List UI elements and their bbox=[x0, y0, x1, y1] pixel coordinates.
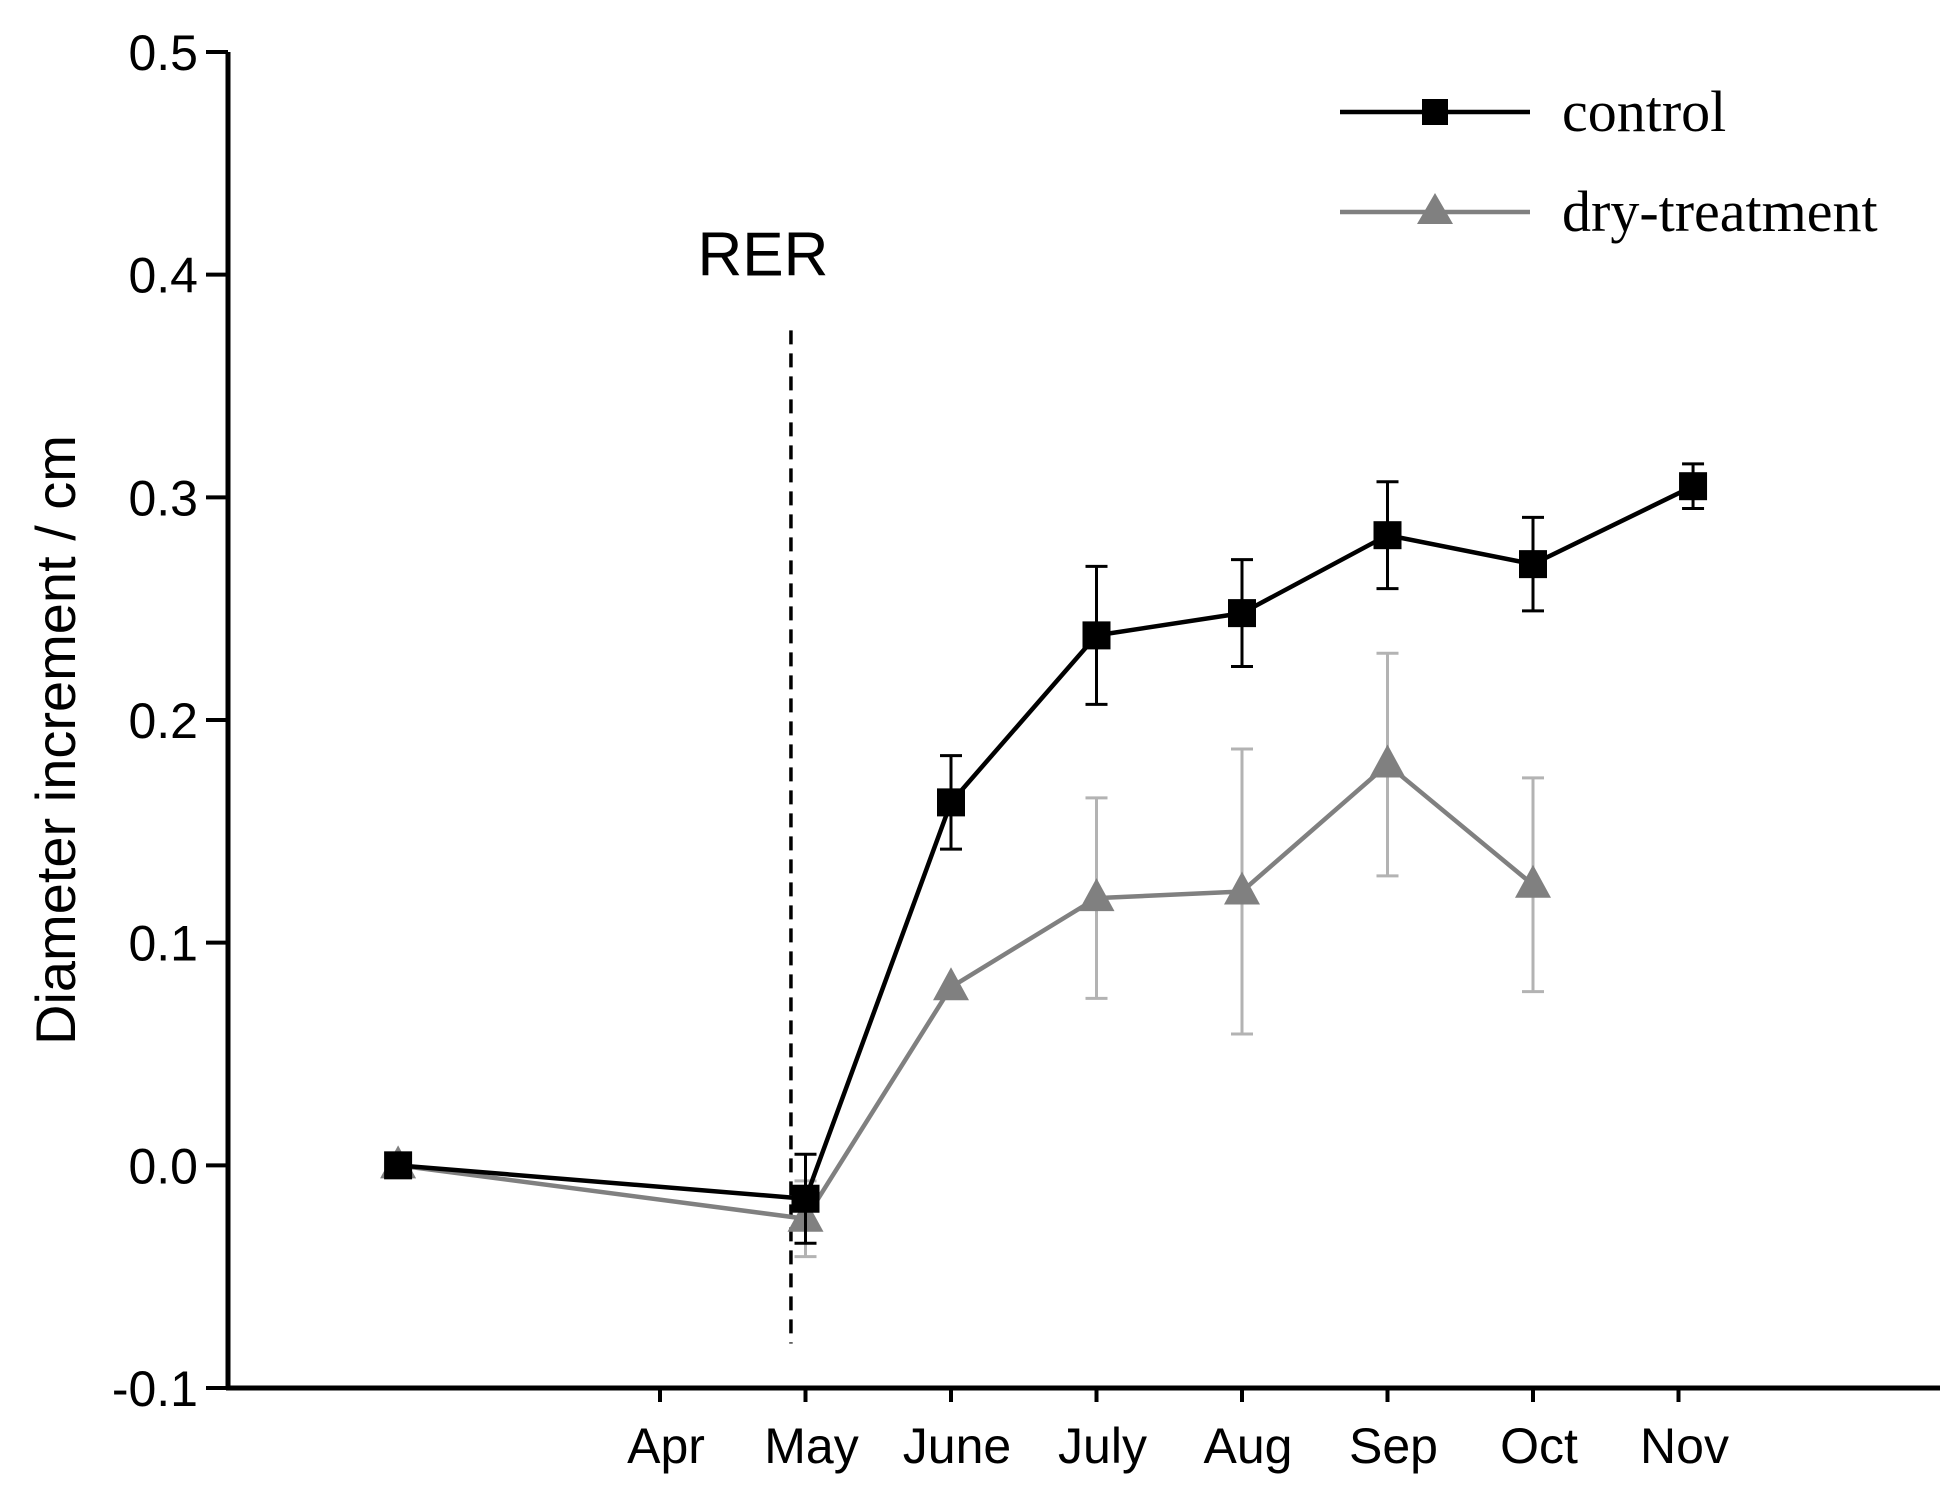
legend-item-control: control bbox=[1340, 79, 1726, 144]
data-point-triangle bbox=[1078, 878, 1115, 912]
x-tick-label: Sep bbox=[1349, 1418, 1438, 1474]
legend-label: dry-treatment bbox=[1562, 179, 1878, 244]
x-tick-label: Apr bbox=[627, 1418, 705, 1474]
data-point-square bbox=[937, 788, 965, 817]
axes: -0.1 0.0 0.1 0.2 0.3 0.4 0.5 Apr May June July Aug S… bbox=[24, 25, 1940, 1474]
y-tick-label: 0.1 bbox=[128, 916, 198, 972]
legend-label: control bbox=[1562, 79, 1726, 144]
y-tick-label: 0.4 bbox=[128, 248, 198, 304]
series-dry-treatment bbox=[380, 651, 1551, 1259]
rer-annotation: RER bbox=[697, 220, 828, 1344]
y-tick-label: 0.3 bbox=[128, 470, 198, 526]
rer-label: RER bbox=[697, 220, 828, 289]
y-tick-label: 0.0 bbox=[128, 1138, 198, 1194]
data-point-square bbox=[1679, 472, 1708, 501]
series-line bbox=[397, 484, 1695, 1201]
x-tick-label: June bbox=[903, 1418, 1011, 1474]
legend-marker-square bbox=[1422, 99, 1448, 125]
y-axis-title: Diameter increment / cm bbox=[24, 435, 87, 1045]
data-point-square bbox=[1228, 599, 1256, 628]
data-point-square bbox=[384, 1151, 413, 1180]
x-tick-label: May bbox=[764, 1418, 858, 1474]
series-control bbox=[384, 462, 1708, 1245]
legend-item-dry-treatment: dry-treatment bbox=[1340, 179, 1878, 244]
x-tick-label: Nov bbox=[1640, 1418, 1729, 1474]
x-tick-label: Oct bbox=[1500, 1418, 1578, 1474]
y-tick-label: 0.2 bbox=[128, 693, 198, 749]
data-point-square bbox=[1373, 521, 1402, 550]
data-point-triangle bbox=[1224, 871, 1260, 905]
legend-marker-triangle bbox=[1417, 193, 1453, 224]
data-point-square bbox=[1082, 621, 1111, 650]
data-point-triangle bbox=[1515, 864, 1551, 898]
series-line bbox=[397, 762, 1535, 1222]
legend: control dry-treatment bbox=[1340, 79, 1878, 244]
data-point-square bbox=[1519, 550, 1547, 579]
y-tick-label: 0.5 bbox=[128, 25, 198, 81]
data-point-triangle bbox=[933, 967, 969, 1001]
y-tick-label: -0.1 bbox=[112, 1361, 198, 1417]
x-tick-label: July bbox=[1058, 1418, 1147, 1474]
series-layer bbox=[380, 462, 1708, 1259]
data-point-square bbox=[791, 1184, 820, 1213]
x-tick-label: Aug bbox=[1204, 1418, 1293, 1474]
data-point-triangle bbox=[1369, 744, 1406, 778]
